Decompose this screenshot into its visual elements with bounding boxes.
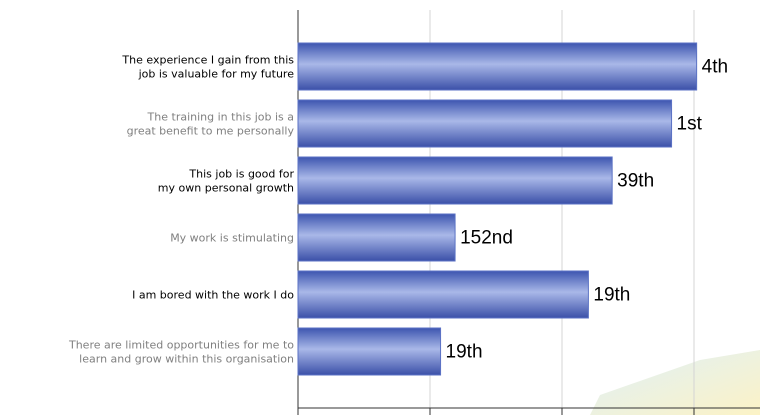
category-label: The experience I gain from this [121,54,294,67]
bar-label: 39th [617,171,654,192]
bar-label: 4th [702,57,728,78]
category-label: learn and grow within this organisation [79,353,294,366]
category-label: I am bored with the work I do [132,289,294,302]
bar-label: 152nd [460,228,513,249]
bar [298,328,441,375]
bar [298,157,612,204]
bar-label: 19th [593,285,630,306]
category-label: This job is good for [188,168,294,181]
category-label: my own personal growth [158,182,294,195]
bar-label: 19th [446,342,483,363]
category-label: job is valuable for my future [138,68,295,81]
bar [298,100,672,147]
chart: The experience I gain from thisjob is va… [0,0,760,415]
bar [298,43,697,90]
category-label: There are limited opportunities for me t… [68,339,294,352]
decoration [590,350,760,415]
bar-label: 1st [677,114,703,135]
category-label: The training in this job is a [147,111,294,124]
bar [298,214,455,261]
category-label: great benefit to me personally [127,125,295,138]
category-label: My work is stimulating [170,232,294,245]
bar [298,271,588,318]
